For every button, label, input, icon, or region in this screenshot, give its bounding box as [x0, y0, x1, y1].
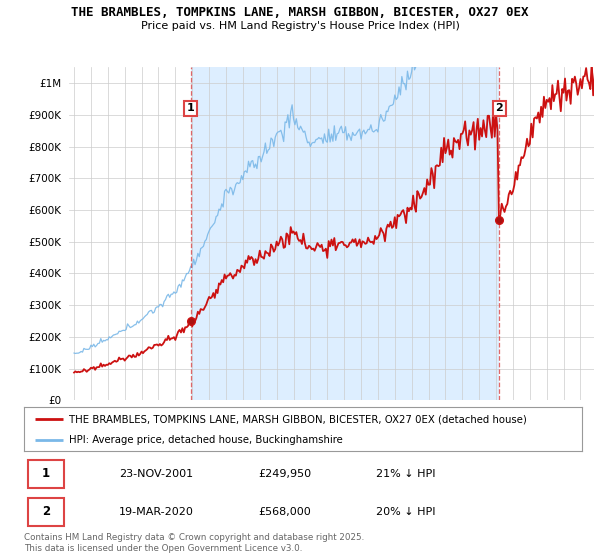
Text: THE BRAMBLES, TOMPKINS LANE, MARSH GIBBON, BICESTER, OX27 0EX: THE BRAMBLES, TOMPKINS LANE, MARSH GIBBO… [71, 6, 529, 18]
Text: Price paid vs. HM Land Registry's House Price Index (HPI): Price paid vs. HM Land Registry's House … [140, 21, 460, 31]
Text: £249,950: £249,950 [259, 469, 311, 479]
Text: 20% ↓ HPI: 20% ↓ HPI [376, 507, 435, 517]
Text: £568,000: £568,000 [259, 507, 311, 517]
Text: HPI: Average price, detached house, Buckinghamshire: HPI: Average price, detached house, Buck… [68, 435, 343, 445]
Text: Contains HM Land Registry data © Crown copyright and database right 2025.
This d: Contains HM Land Registry data © Crown c… [24, 533, 364, 553]
Text: 1: 1 [42, 468, 50, 480]
Bar [191, 67, 499, 400]
FancyBboxPatch shape [28, 460, 64, 488]
Text: 2: 2 [42, 505, 50, 518]
FancyBboxPatch shape [28, 497, 64, 526]
Text: 19-MAR-2020: 19-MAR-2020 [119, 507, 194, 517]
Text: 1: 1 [187, 104, 194, 114]
Text: 23-NOV-2001: 23-NOV-2001 [119, 469, 193, 479]
Text: 2: 2 [496, 104, 503, 114]
Text: THE BRAMBLES, TOMPKINS LANE, MARSH GIBBON, BICESTER, OX27 0EX (detached house): THE BRAMBLES, TOMPKINS LANE, MARSH GIBBO… [68, 414, 527, 424]
Text: 21% ↓ HPI: 21% ↓ HPI [376, 469, 435, 479]
